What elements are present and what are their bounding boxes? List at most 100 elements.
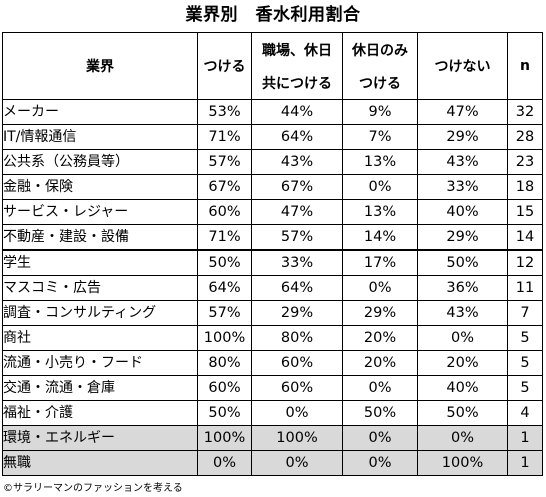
- header-none: つけない: [417, 32, 508, 100]
- table-row: 金融・保険 67% 67% 0% 33% 18: [2, 174, 543, 200]
- cell-holiday: 17%: [342, 249, 418, 276]
- cell-holiday: 29%: [342, 300, 418, 326]
- header-both: 職場、休日 共につける: [251, 32, 343, 100]
- cell-wear: 71%: [197, 224, 252, 251]
- cell-n: 28: [507, 124, 543, 150]
- cell-n: 32: [507, 99, 543, 125]
- table-row: 調査・コンサルティング 57% 29% 29% 43% 7: [2, 300, 543, 326]
- cell-holiday: 13%: [342, 149, 418, 175]
- cell-industry: 公共系（公務員等）: [2, 149, 198, 175]
- cell-both: 60%: [251, 375, 343, 401]
- cell-industry: 商社: [2, 325, 198, 351]
- header-both-line1: 職場、休日: [262, 42, 332, 59]
- table-row: メーカー 53% 44% 9% 47% 32: [2, 99, 543, 125]
- cell-wear: 64%: [197, 275, 252, 301]
- cell-holiday: 14%: [342, 224, 418, 251]
- cell-both: 64%: [251, 275, 343, 301]
- cell-wear: 67%: [197, 174, 252, 200]
- cell-n: 4: [507, 400, 543, 426]
- cell-both: 47%: [251, 199, 343, 225]
- cell-n: 5: [507, 350, 543, 376]
- cell-wear: 57%: [197, 300, 252, 326]
- cell-none: 29%: [417, 224, 508, 251]
- cell-industry: 調査・コンサルティング: [2, 300, 198, 326]
- cell-none: 20%: [417, 350, 508, 376]
- cell-industry: サービス・レジャー: [2, 199, 198, 225]
- cell-both: 100%: [251, 425, 343, 451]
- cell-n: 12: [507, 249, 543, 276]
- cell-none: 43%: [417, 149, 508, 175]
- cell-both: 64%: [251, 124, 343, 150]
- cell-none: 43%: [417, 300, 508, 326]
- cell-holiday: 0%: [342, 275, 418, 301]
- perfume-usage-table: 業界 つける 職場、休日 共につける 休日のみ つける つけない n メーカー 5…: [2, 32, 543, 476]
- cell-holiday: 9%: [342, 99, 418, 125]
- cell-holiday: 13%: [342, 199, 418, 225]
- cell-none: 40%: [417, 199, 508, 225]
- cell-wear: 50%: [197, 249, 252, 276]
- cell-industry: メーカー: [2, 99, 198, 125]
- table-row: 環境・エネルギー 100% 100% 0% 0% 1: [2, 425, 543, 451]
- cell-both: 60%: [251, 350, 343, 376]
- cell-wear: 53%: [197, 99, 252, 125]
- cell-industry: 環境・エネルギー: [2, 425, 198, 451]
- cell-n: 5: [507, 375, 543, 401]
- cell-holiday: 20%: [342, 350, 418, 376]
- cell-wear: 0%: [197, 450, 252, 476]
- table-row: 無職 0% 0% 0% 100% 1: [2, 450, 543, 476]
- cell-none: 0%: [417, 325, 508, 351]
- cell-industry: 金融・保険: [2, 174, 198, 200]
- table-row: IT/情報通信 71% 64% 7% 29% 28: [2, 124, 543, 150]
- cell-none: 50%: [417, 249, 508, 276]
- cell-industry: 流通・小売り・フード: [2, 350, 198, 376]
- cell-wear: 80%: [197, 350, 252, 376]
- chart-title: 業界別 香水利用割合: [185, 5, 361, 25]
- header-holiday-line2: つける: [359, 75, 401, 92]
- cell-both: 44%: [251, 99, 343, 125]
- cell-n: 18: [507, 174, 543, 200]
- table-row: 流通・小売り・フード 80% 60% 20% 20% 5: [2, 350, 543, 376]
- cell-none: 36%: [417, 275, 508, 301]
- cell-holiday: 20%: [342, 325, 418, 351]
- cell-wear: 100%: [197, 425, 252, 451]
- cell-none: 50%: [417, 400, 508, 426]
- cell-none: 0%: [417, 425, 508, 451]
- table-row: 不動産・建設・設備 71% 57% 14% 29% 14: [2, 224, 543, 251]
- cell-wear: 60%: [197, 375, 252, 401]
- cell-both: 0%: [251, 400, 343, 426]
- cell-wear: 71%: [197, 124, 252, 150]
- cell-industry: マスコミ・広告: [2, 275, 198, 301]
- cell-none: 40%: [417, 375, 508, 401]
- cell-both: 57%: [251, 224, 343, 251]
- cell-none: 100%: [417, 450, 508, 476]
- header-row: 業界 つける 職場、休日 共につける 休日のみ つける つけない n: [2, 32, 543, 100]
- header-n: n: [507, 32, 543, 100]
- cell-both: 43%: [251, 149, 343, 175]
- cell-industry: IT/情報通信: [2, 124, 198, 150]
- cell-n: 15: [507, 199, 543, 225]
- cell-both: 33%: [251, 249, 343, 276]
- cell-wear: 100%: [197, 325, 252, 351]
- cell-industry: 不動産・建設・設備: [2, 224, 198, 251]
- cell-none: 33%: [417, 174, 508, 200]
- credit-text: ©サラリーマンのファッションを考える: [3, 483, 183, 494]
- cell-industry: 福祉・介護: [2, 400, 198, 426]
- cell-industry: 無職: [2, 450, 198, 476]
- cell-n: 14: [507, 224, 543, 251]
- cell-n: 1: [507, 450, 543, 476]
- cell-n: 1: [507, 425, 543, 451]
- cell-both: 80%: [251, 325, 343, 351]
- header-holiday-line1: 休日のみ: [352, 42, 408, 59]
- table-body: メーカー 53% 44% 9% 47% 32 IT/情報通信 71% 64% 7% 29% 28 公共系…: [2, 99, 543, 476]
- table-row: 商社 100% 80% 20% 0% 5: [2, 325, 543, 351]
- cell-both: 29%: [251, 300, 343, 326]
- cell-holiday: 50%: [342, 400, 418, 426]
- table-row: サービス・レジャー 60% 47% 13% 40% 15: [2, 199, 543, 225]
- table-row: 福祉・介護 50% 0% 50% 50% 4: [2, 400, 543, 426]
- cell-n: 23: [507, 149, 543, 175]
- cell-n: 11: [507, 275, 543, 301]
- table-row: 交通・流通・倉庫 60% 60% 0% 40% 5: [2, 375, 543, 401]
- cell-holiday: 0%: [342, 174, 418, 200]
- cell-holiday: 7%: [342, 124, 418, 150]
- cell-wear: 57%: [197, 149, 252, 175]
